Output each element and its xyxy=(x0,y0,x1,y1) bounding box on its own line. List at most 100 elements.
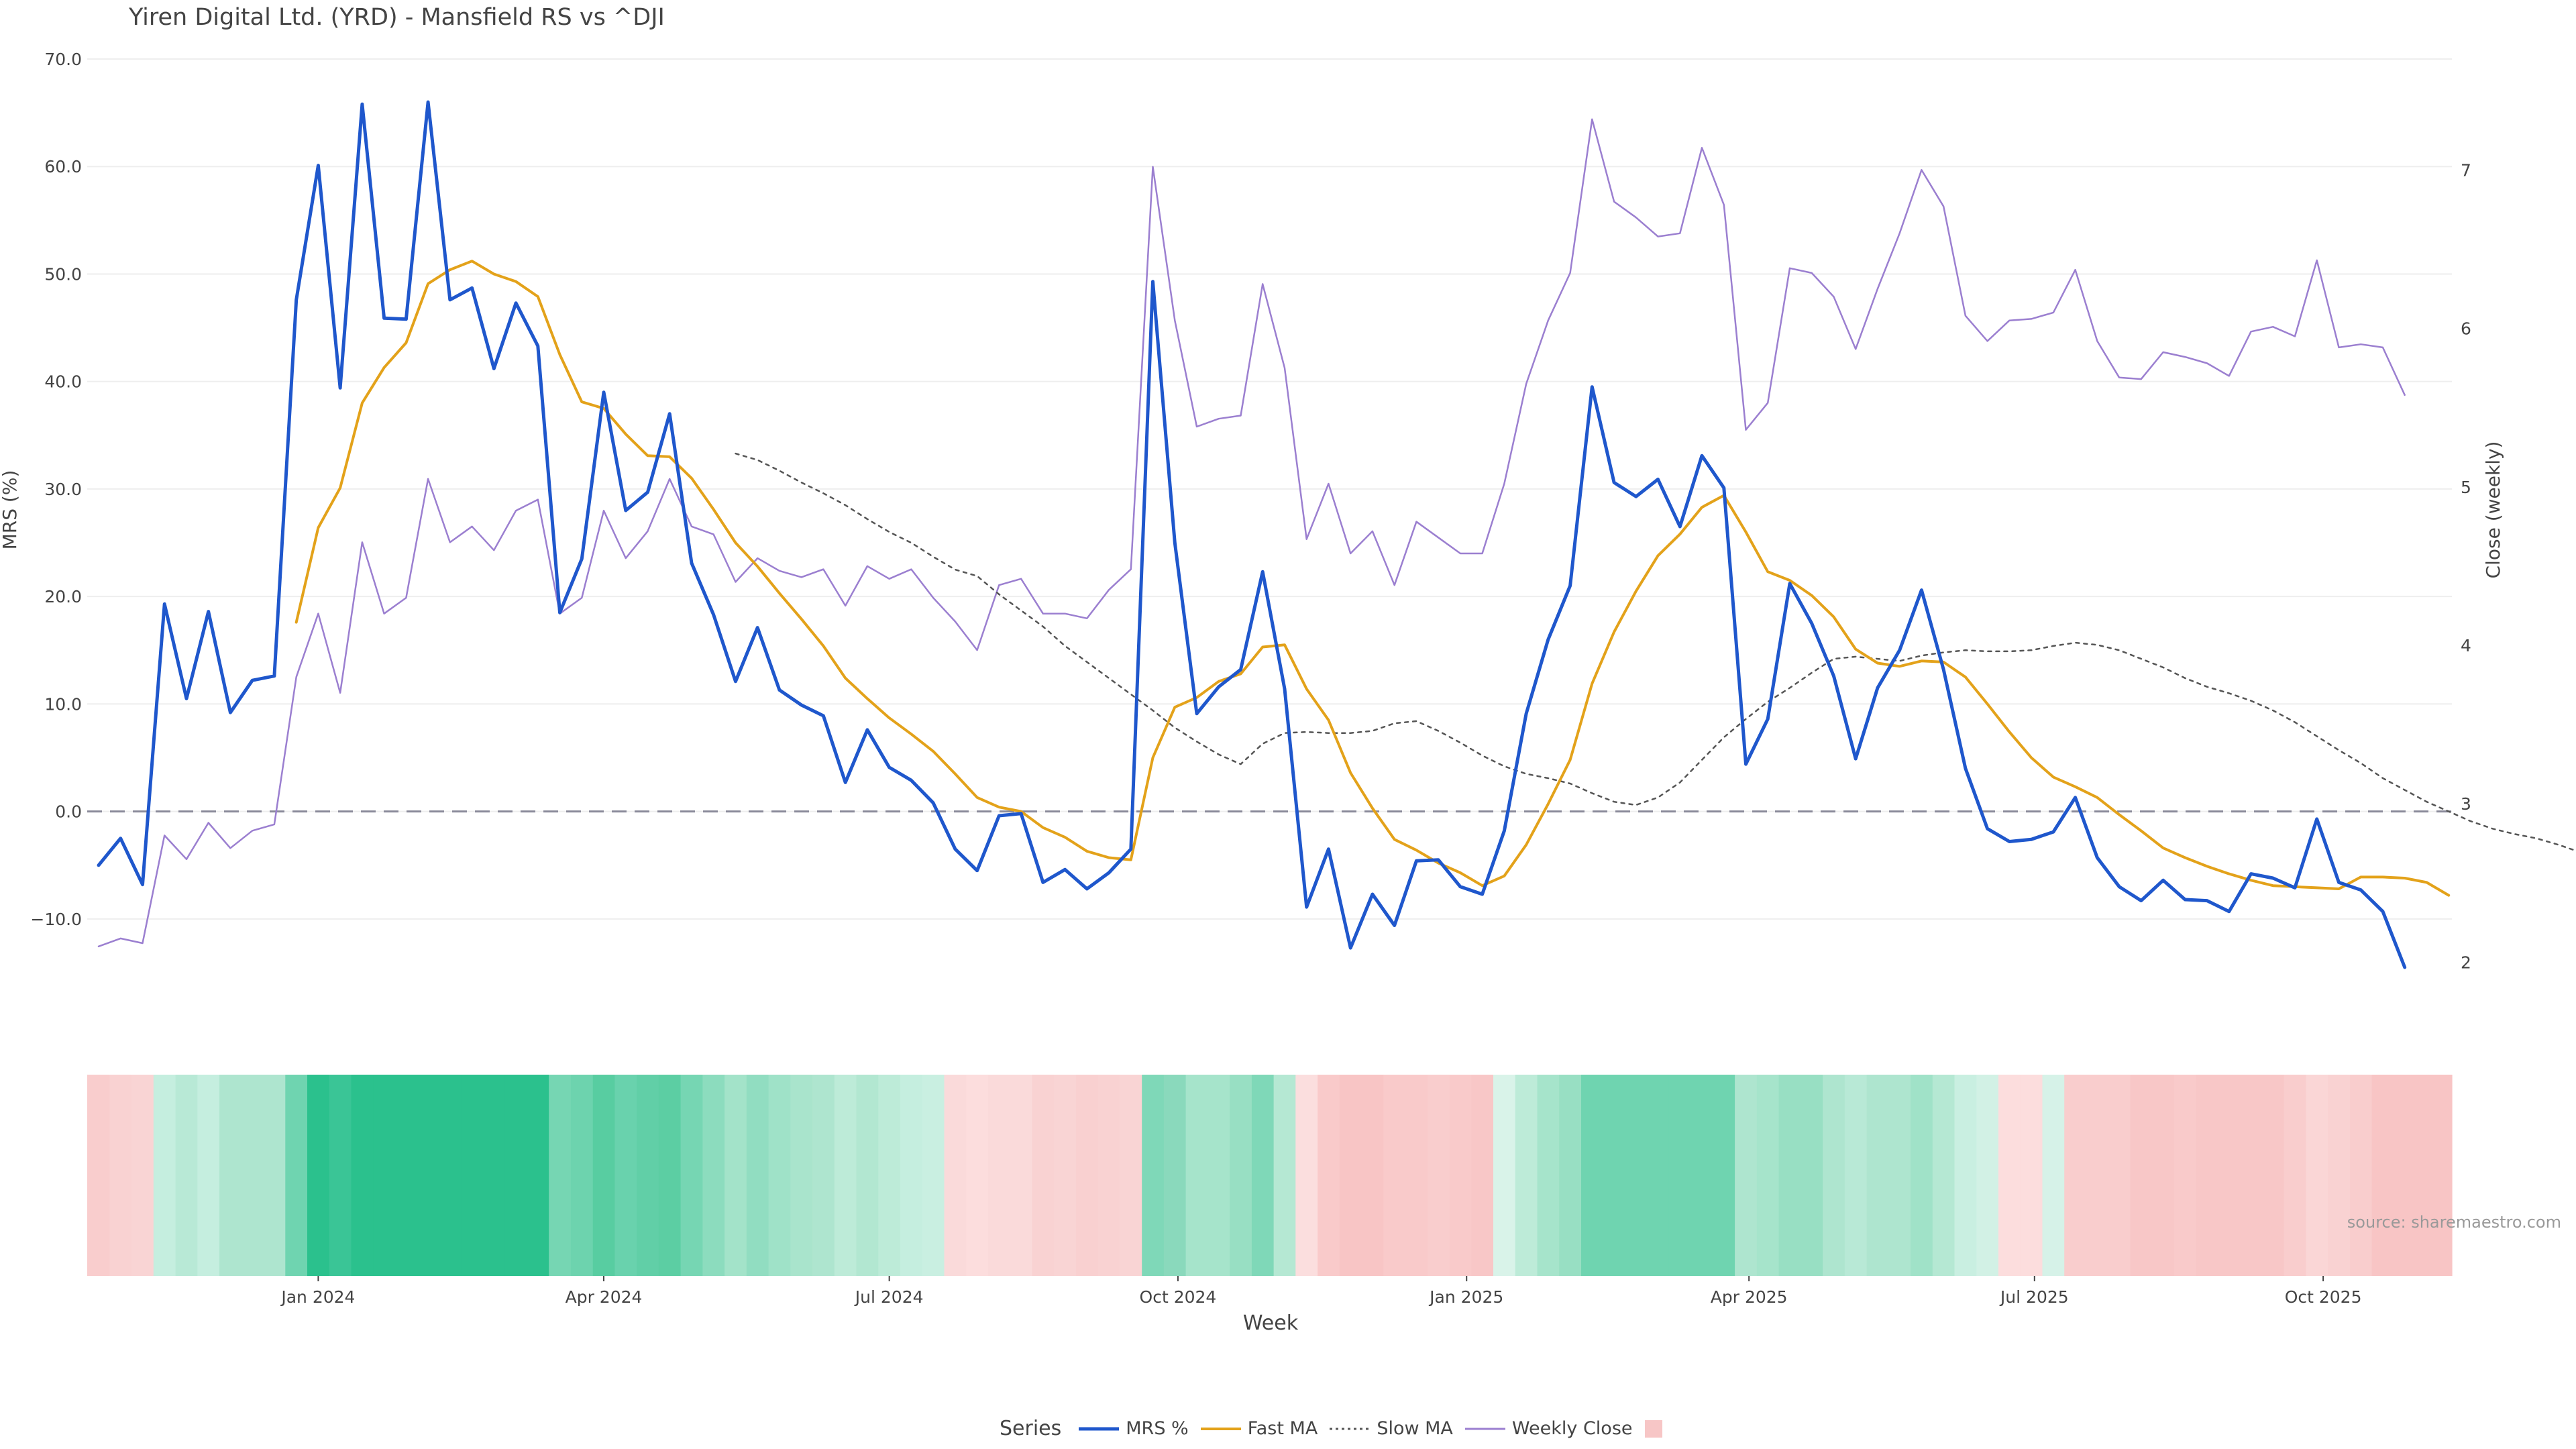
legend-swatch-slow-ma xyxy=(1330,1428,1371,1430)
heat-cell xyxy=(263,1075,286,1276)
legend-item-weekly-close[interactable]: Weekly Close xyxy=(1464,1418,1633,1439)
heat-cell xyxy=(483,1075,506,1276)
heat-cell xyxy=(1581,1075,1604,1276)
heat-cell xyxy=(1954,1075,1977,1276)
y-tick-label: 60.0 xyxy=(44,157,82,176)
heat-cell xyxy=(1075,1075,1099,1276)
heat-cell xyxy=(614,1075,637,1276)
y-axis-label: MRS (%) xyxy=(0,470,21,550)
y2-tick-label: 2 xyxy=(2461,953,2471,972)
legend-item-fast-ma[interactable]: Fast MA xyxy=(1200,1418,1318,1439)
heat-cell xyxy=(373,1075,396,1276)
chart-title: Yiren Digital Ltd. (YRD) - Mansfield RS … xyxy=(129,4,665,31)
heat-cell xyxy=(1559,1075,1582,1276)
heat-cell xyxy=(1097,1075,1120,1276)
heat-cell xyxy=(680,1075,703,1276)
heat-cell xyxy=(1932,1075,1955,1276)
heat-cell xyxy=(2042,1075,2065,1276)
x-tick-label: Apr 2025 xyxy=(1711,1287,1788,1307)
x-axis-label: Week xyxy=(1243,1311,1299,1335)
heat-cell xyxy=(1866,1075,1889,1276)
heat-cell xyxy=(1142,1075,1165,1276)
heat-cell xyxy=(834,1075,857,1276)
legend-label-mrs: MRS % xyxy=(1126,1418,1189,1439)
legend-label-weekly-close: Weekly Close xyxy=(1511,1418,1633,1439)
heat-cell xyxy=(1054,1075,1077,1276)
heat-cell xyxy=(2108,1075,2131,1276)
heat-cell xyxy=(1668,1075,1692,1276)
y-tick-label: 0.0 xyxy=(55,802,82,822)
heat-cell xyxy=(2152,1075,2175,1276)
legend-swatch-heat xyxy=(1644,1419,1662,1438)
heat-cell xyxy=(1208,1075,1230,1276)
heat-cell xyxy=(1844,1075,1868,1276)
heat-cell xyxy=(2371,1075,2453,1276)
heat-cell xyxy=(1295,1075,1318,1276)
x-tick-labels: Jan 2024 Apr 2024 Jul 2024 Oct 2024 Jan 2025… xyxy=(280,1276,2361,1307)
heat-cell xyxy=(504,1075,527,1276)
heat-cell xyxy=(1230,1075,1252,1276)
y2-tick-label: 5 xyxy=(2461,478,2471,497)
heat-cell xyxy=(329,1075,352,1276)
heat-cell xyxy=(2349,1075,2373,1276)
x-tick-label: Apr 2024 xyxy=(566,1287,643,1307)
legend-item-heat[interactable] xyxy=(1644,1419,1662,1438)
heat-cell xyxy=(395,1075,418,1276)
heat-cell xyxy=(1383,1075,1406,1276)
x-tick-label: Oct 2024 xyxy=(1140,1287,1217,1307)
series-line-mrs[interactable] xyxy=(97,100,2407,969)
heat-cell xyxy=(2196,1075,2218,1276)
y-tick-label: 20.0 xyxy=(44,587,82,606)
heat-cell xyxy=(1493,1075,1516,1276)
heat-cell xyxy=(1603,1075,1625,1276)
heat-cell xyxy=(1888,1075,1911,1276)
y2-tick-label: 6 xyxy=(2461,319,2471,339)
heat-cell xyxy=(637,1075,659,1276)
heat-cell xyxy=(1801,1075,1823,1276)
heat-cell xyxy=(2020,1075,2043,1276)
heat-cell xyxy=(109,1075,132,1276)
heat-cell xyxy=(1361,1075,1384,1276)
heat-cell xyxy=(702,1075,725,1276)
legend-title: Series xyxy=(1000,1417,1062,1440)
legend-label-fast-ma: Fast MA xyxy=(1247,1418,1318,1439)
heat-cell xyxy=(417,1075,439,1276)
heat-cell xyxy=(1251,1075,1275,1276)
legend-item-slow-ma[interactable]: Slow MA xyxy=(1330,1418,1453,1439)
legend-item-mrs[interactable]: MRS % xyxy=(1079,1418,1189,1439)
series-line-weekly-close[interactable] xyxy=(97,118,2406,948)
heat-cell xyxy=(1010,1075,1032,1276)
y-tick-label: −10.0 xyxy=(30,910,82,929)
heat-cell xyxy=(2086,1075,2109,1276)
x-tick-label: Jan 2024 xyxy=(280,1287,355,1307)
legend-swatch-fast-ma xyxy=(1200,1427,1241,1430)
heat-cell xyxy=(878,1075,901,1276)
heat-cell xyxy=(549,1075,572,1276)
heat-cell xyxy=(1185,1075,1208,1276)
y2-axis-label: Close (weekly) xyxy=(2482,441,2504,579)
heat-cell xyxy=(812,1075,835,1276)
heat-cell xyxy=(87,1075,110,1276)
x-tick-label: Jan 2025 xyxy=(1428,1287,1503,1307)
legend: Series MRS % Fast MA Slow MA Weekly Clos… xyxy=(1000,1417,1662,1440)
heat-cell xyxy=(1998,1075,2021,1276)
series-line-slow-ma[interactable] xyxy=(735,452,2576,862)
heat-cell xyxy=(1735,1075,1758,1276)
heat-cell xyxy=(592,1075,615,1276)
heat-cell xyxy=(900,1075,923,1276)
legend-label-slow-ma: Slow MA xyxy=(1377,1418,1453,1439)
heat-cell xyxy=(988,1075,1011,1276)
series-line-fast-ma[interactable] xyxy=(294,260,2451,897)
heat-cell xyxy=(1911,1075,1933,1276)
heat-cell xyxy=(746,1075,769,1276)
heat-cell xyxy=(2306,1075,2328,1276)
heat-cell xyxy=(2064,1075,2087,1276)
heat-cell xyxy=(2328,1075,2351,1276)
heat-cell xyxy=(1427,1075,1450,1276)
heat-cell xyxy=(439,1075,462,1276)
x-tick-label: Jul 2025 xyxy=(1999,1287,2069,1307)
heat-cell xyxy=(856,1075,879,1276)
heat-cell xyxy=(658,1075,682,1276)
y-tick-label: 10.0 xyxy=(44,694,82,714)
